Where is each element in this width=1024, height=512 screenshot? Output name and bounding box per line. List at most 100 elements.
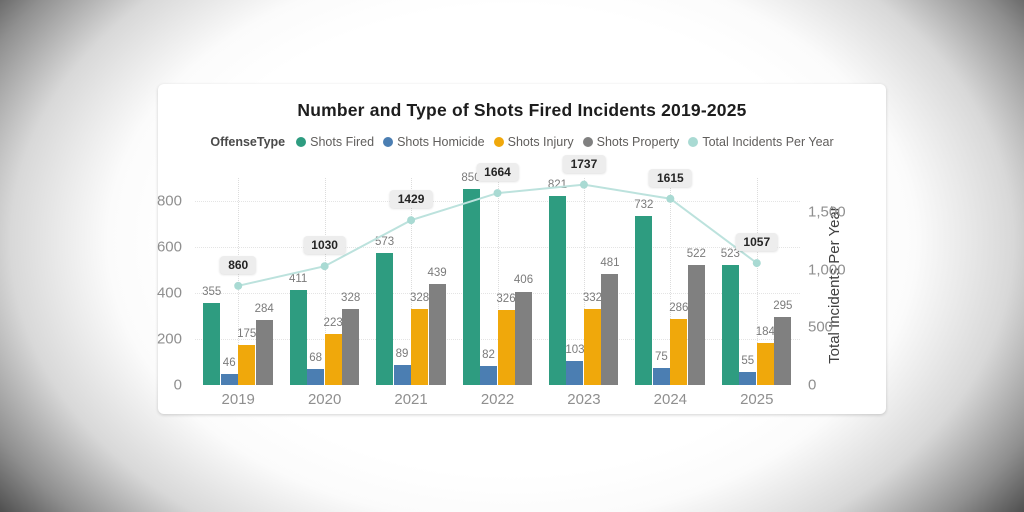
bar-shots-property-2024[interactable] bbox=[687, 264, 705, 385]
legend-item-label: Shots Property bbox=[596, 135, 680, 149]
total-label-2021: 1429 bbox=[389, 190, 433, 209]
total-label-2019: 860 bbox=[220, 255, 257, 274]
legend-item-label: Shots Fired bbox=[310, 135, 375, 149]
legend: OffenseType Shots Fired Shots Homicide Sho… bbox=[158, 135, 886, 149]
bar-value-label: 406 bbox=[513, 274, 534, 287]
gridline-vertical bbox=[756, 178, 758, 385]
bar-shots-fired-2021[interactable] bbox=[376, 253, 394, 385]
left-axis-tick: 600 bbox=[156, 238, 182, 256]
bar-shots-injury-2022[interactable] bbox=[497, 309, 515, 385]
total-label-2020: 1030 bbox=[303, 236, 346, 255]
legend-item-shots-property[interactable]: Shots Property bbox=[582, 135, 680, 149]
bar-shots-fired-2025[interactable] bbox=[721, 264, 739, 385]
total-label-2025: 1057 bbox=[735, 233, 779, 252]
bar-value-label: 328 bbox=[409, 292, 430, 305]
bar-shots-homicide-2023[interactable] bbox=[566, 361, 584, 385]
legend-item-label: Shots Homicide bbox=[397, 135, 485, 149]
left-axis-tick: 0 bbox=[173, 376, 182, 394]
line-marker-2020[interactable] bbox=[320, 262, 329, 271]
x-axis-label-2023: 2023 bbox=[567, 391, 601, 408]
bar-value-label: 326 bbox=[496, 292, 516, 305]
bar-value-label: 55 bbox=[741, 355, 755, 368]
bar-value-label: 850 bbox=[461, 172, 481, 185]
bar-shots-injury-2023[interactable] bbox=[583, 308, 601, 385]
right-axis-tick: 0 bbox=[808, 376, 817, 394]
bar-shots-homicide-2021[interactable] bbox=[393, 364, 411, 385]
bar-value-label: 223 bbox=[323, 316, 343, 329]
legend-dot-icon bbox=[688, 137, 699, 147]
legend-item-total-incidents-per-year[interactable]: Total Incidents Per Year bbox=[688, 135, 834, 149]
bar-shots-property-2021[interactable] bbox=[428, 283, 446, 385]
bar-shots-homicide-2022[interactable] bbox=[480, 366, 497, 385]
bar-value-label: 522 bbox=[686, 247, 706, 260]
bar-shots-injury-2024[interactable] bbox=[670, 319, 688, 385]
legend-item-label: Total Incidents Per Year bbox=[702, 135, 834, 149]
legend-dot-icon bbox=[493, 137, 504, 147]
right-axis-tick: 500 bbox=[808, 318, 834, 336]
gridline-vertical bbox=[670, 178, 672, 385]
bar-shots-property-2023[interactable] bbox=[601, 274, 619, 385]
legend-item-shots-homicide[interactable]: Shots Homicide bbox=[383, 135, 485, 149]
bar-shots-fired-2024[interactable] bbox=[635, 216, 653, 385]
right-axis-tick: 1,000 bbox=[808, 261, 846, 279]
bar-value-label: 82 bbox=[482, 349, 495, 362]
right-axis-tick: 1,500 bbox=[808, 203, 846, 221]
bar-shots-property-2022[interactable] bbox=[515, 291, 532, 385]
bar-value-label: 523 bbox=[720, 247, 740, 260]
bar-shots-injury-2021[interactable] bbox=[411, 309, 429, 385]
line-marker-2025[interactable] bbox=[752, 259, 761, 268]
bar-value-label: 284 bbox=[254, 302, 274, 315]
left-axis-tick: 800 bbox=[156, 192, 182, 210]
bar-value-label: 355 bbox=[202, 286, 222, 299]
bar-value-label: 732 bbox=[634, 199, 654, 212]
total-label-2022: 1664 bbox=[476, 163, 519, 182]
x-axis-label-2020: 2020 bbox=[307, 391, 342, 408]
line-marker-2023[interactable] bbox=[579, 180, 588, 189]
total-label-2023: 1737 bbox=[562, 154, 606, 173]
legend-dot-icon bbox=[582, 137, 593, 147]
bar-value-label: 89 bbox=[395, 347, 409, 360]
line-marker-2021[interactable] bbox=[407, 216, 416, 225]
bar-shots-fired-2022[interactable] bbox=[462, 189, 480, 385]
legend-item-shots-fired[interactable]: Shots Fired bbox=[296, 135, 374, 149]
bar-shots-homicide-2020[interactable] bbox=[307, 369, 325, 385]
bar-value-label: 184 bbox=[755, 325, 775, 338]
bar-value-label: 439 bbox=[427, 266, 447, 279]
bar-shots-fired-2023[interactable] bbox=[548, 195, 566, 385]
bar-shots-homicide-2025[interactable] bbox=[739, 372, 757, 385]
legend-dot-icon bbox=[296, 137, 307, 147]
bar-value-label: 411 bbox=[288, 273, 308, 286]
bar-value-label: 175 bbox=[237, 327, 257, 340]
total-label-2024: 1615 bbox=[648, 168, 692, 187]
bar-shots-homicide-2019[interactable] bbox=[220, 374, 238, 385]
bar-value-label: 332 bbox=[582, 291, 603, 304]
plot-area: 355 46 175 284 2019 411 68 223 328 2020 573 89 328 43… bbox=[195, 154, 800, 408]
legend-title: OffenseType bbox=[210, 135, 286, 149]
left-axis-tick: 400 bbox=[156, 284, 182, 302]
x-axis-label-2022: 2022 bbox=[480, 391, 515, 408]
x-axis-label-2021: 2021 bbox=[394, 391, 428, 408]
bar-shots-injury-2025[interactable] bbox=[756, 342, 774, 385]
gridline-vertical bbox=[238, 178, 240, 385]
bar-shots-property-2020[interactable] bbox=[342, 309, 360, 385]
bar-value-label: 295 bbox=[773, 300, 793, 313]
bar-shots-injury-2019[interactable] bbox=[238, 344, 256, 385]
legend-item-shots-injury[interactable]: Shots Injury bbox=[493, 135, 574, 149]
bar-shots-fired-2019[interactable] bbox=[203, 303, 221, 385]
x-axis-label-2024: 2024 bbox=[653, 391, 688, 408]
line-marker-2024[interactable] bbox=[666, 194, 675, 203]
bar-shots-property-2025[interactable] bbox=[774, 317, 792, 385]
x-axis-label-2025: 2025 bbox=[740, 391, 774, 408]
line-marker-2022[interactable] bbox=[493, 189, 502, 198]
bar-shots-property-2019[interactable] bbox=[255, 319, 273, 385]
bar-value-label: 75 bbox=[654, 350, 668, 363]
bar-shots-fired-2020[interactable] bbox=[289, 290, 307, 385]
gridline-vertical bbox=[411, 178, 413, 385]
bar-shots-injury-2020[interactable] bbox=[324, 333, 342, 385]
gridline-vertical bbox=[583, 178, 585, 385]
line-marker-2019[interactable] bbox=[234, 281, 243, 290]
left-axis-tick: 200 bbox=[156, 330, 182, 348]
chart-card: Number and Type of Shots Fired Incidents… bbox=[157, 84, 886, 414]
bar-shots-homicide-2024[interactable] bbox=[652, 367, 670, 385]
